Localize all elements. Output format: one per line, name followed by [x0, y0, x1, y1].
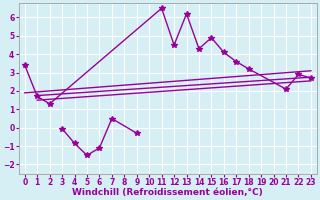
- X-axis label: Windchill (Refroidissement éolien,°C): Windchill (Refroidissement éolien,°C): [72, 188, 263, 197]
